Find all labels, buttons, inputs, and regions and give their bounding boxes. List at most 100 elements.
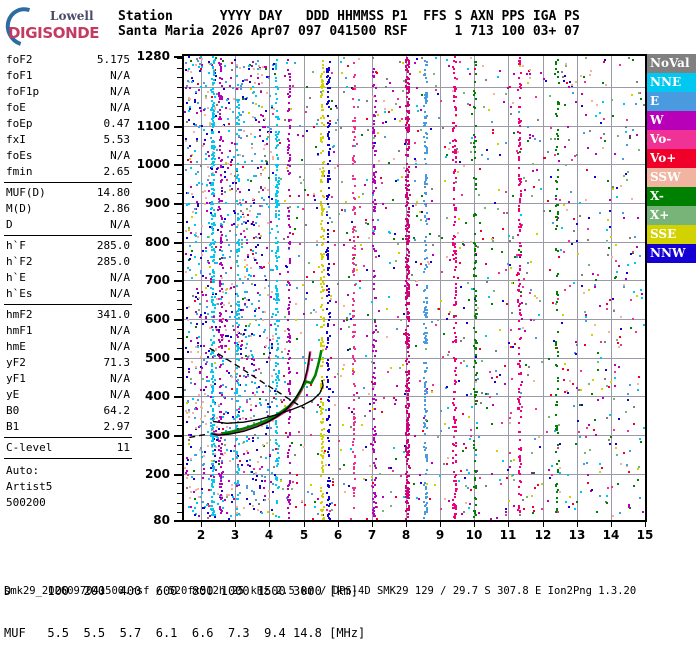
echo-point [347, 294, 349, 296]
echo-point [643, 104, 645, 106]
echo-point [366, 118, 368, 120]
echo-point [186, 336, 188, 338]
echo-point [398, 150, 400, 152]
echo-point [196, 58, 198, 60]
echo-point [626, 464, 628, 466]
echo-point [396, 385, 398, 387]
echo-point [509, 240, 511, 242]
echo-point [594, 176, 596, 178]
echo-point [633, 485, 635, 487]
echo-point [574, 508, 576, 510]
param-value: 2.65 [103, 165, 131, 178]
echo-point [550, 127, 552, 129]
echo-point [491, 473, 493, 475]
echo-point [355, 264, 357, 266]
echo-point [286, 62, 288, 64]
echo-point [267, 222, 269, 224]
echo-point [350, 518, 352, 520]
echo-point [280, 480, 282, 482]
echo-point [250, 249, 252, 251]
echo-point [466, 322, 468, 324]
echo-point [335, 301, 337, 303]
echo-point [586, 427, 588, 429]
echo-point [356, 269, 358, 271]
echo-point [272, 113, 274, 115]
echo-point [311, 401, 313, 403]
echo-point [563, 80, 565, 82]
echo-point [344, 491, 346, 493]
param-value: 0.47 [103, 117, 131, 130]
echo-point [208, 505, 210, 507]
echo-point [437, 93, 439, 95]
echo-point [186, 412, 188, 414]
echo-point [235, 311, 237, 313]
echo-point [444, 423, 446, 425]
echo-point [395, 399, 397, 401]
echo-point [605, 84, 607, 86]
echo-point [574, 155, 576, 157]
echo-point [447, 407, 449, 409]
echo-point [415, 163, 417, 165]
echo-point [310, 384, 312, 386]
echo-point [588, 289, 590, 291]
echo-point [608, 386, 610, 388]
echo-point [231, 188, 233, 190]
echo-point [368, 393, 370, 395]
echo-point [341, 181, 343, 183]
echo-point [419, 474, 421, 476]
echo-point [343, 57, 345, 59]
echo-point [400, 475, 402, 477]
echo-point [254, 434, 256, 436]
echo-point [614, 371, 616, 373]
echo-point [259, 205, 261, 207]
echo-point [283, 399, 285, 401]
echo-point [269, 352, 271, 354]
echo-point [331, 100, 333, 102]
echo-point [344, 209, 346, 211]
echo-point [273, 466, 275, 468]
echo-point [535, 337, 537, 339]
echo-point [352, 88, 354, 90]
echo-point [502, 228, 504, 230]
param-value: N/A [110, 287, 130, 300]
echo-point [270, 151, 272, 153]
echo-point [345, 201, 347, 203]
echo-point [261, 466, 263, 468]
echo-point [355, 283, 357, 285]
echo-point [234, 392, 236, 394]
echo-point [208, 236, 210, 238]
echo-point [384, 111, 386, 113]
echo-point [309, 97, 311, 99]
echo-point [200, 356, 202, 358]
echo-point [259, 335, 261, 337]
echo-point [306, 86, 308, 88]
echo-point [610, 381, 612, 383]
param-row-hf2: h`F2 285.0 [2, 254, 134, 270]
echo-point [253, 224, 255, 226]
echo-point [611, 256, 613, 258]
echo-point [204, 506, 206, 508]
echo-point [195, 326, 197, 328]
echo-point [238, 136, 240, 138]
echo-point [413, 237, 415, 239]
echo-point [435, 324, 437, 326]
echo-point [339, 468, 341, 470]
echo-point [307, 491, 309, 493]
echo-point [281, 401, 283, 403]
echo-point [561, 322, 563, 324]
echo-point [294, 62, 296, 64]
echo-point [459, 247, 461, 249]
echo-point [303, 179, 305, 181]
echo-point [538, 436, 540, 438]
echo-point [228, 302, 230, 304]
echo-point [230, 267, 232, 269]
echo-point [365, 479, 367, 481]
echo-point [441, 271, 443, 273]
echo-point [255, 103, 257, 105]
echo-point [607, 219, 609, 221]
gridline-vertical [372, 56, 373, 520]
echo-point [587, 474, 589, 476]
echo-point [271, 401, 273, 403]
echo-point [372, 57, 374, 59]
echo-point [188, 416, 190, 418]
